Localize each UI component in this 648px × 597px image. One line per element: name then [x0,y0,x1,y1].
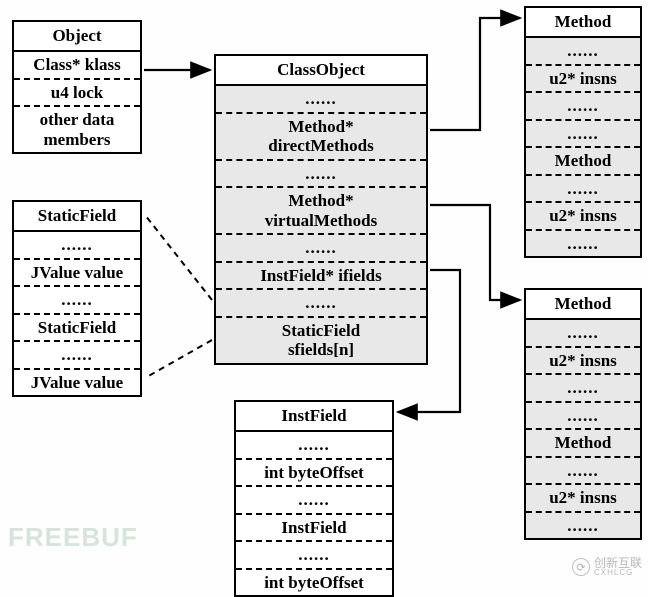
class-object-row: ...... [216,235,426,263]
class-object-row: StaticField sfields[n] [216,318,426,363]
static-field-row: JValue value [14,370,140,396]
method-bottom-row: ...... [526,513,640,539]
object-row: Class* klass [14,52,140,80]
method-box-top: Method ...... u2* insns ...... ...... Me… [524,6,642,258]
static-field-row: JValue value [14,260,140,288]
method-bottom-row: ...... [526,403,640,431]
method-bottom-title: Method [526,290,640,320]
method-top-row: ...... [526,38,640,66]
watermark-right: ⟳ 创新互联 CXHLCG [572,557,642,577]
method-bottom-row: ...... [526,458,640,486]
method-top-row: u2* insns [526,203,640,231]
static-field-row: ...... [14,342,140,370]
inst-field-title: InstField [236,402,392,432]
method-bottom-row: Method [526,430,640,458]
static-field-row: ...... [14,287,140,315]
inst-field-row: InstField [236,515,392,543]
static-field-box: StaticField ...... JValue value ...... S… [12,200,142,397]
inst-field-row: ...... [236,432,392,460]
inst-field-box: InstField ...... int byteOffset ...... I… [234,400,394,597]
method-top-row: ...... [526,176,640,204]
watermark-right-sub: CXHLCG [594,569,642,577]
inst-field-row: int byteOffset [236,460,392,488]
method-top-row: ...... [526,93,640,121]
class-object-row: Method* directMethods [216,114,426,161]
method-top-row: u2* insns [526,66,640,94]
class-object-row: ...... [216,86,426,114]
class-object-title: ClassObject [216,56,426,86]
object-row: u4 lock [14,80,140,108]
method-top-row: Method [526,148,640,176]
method-top-title: Method [526,8,640,38]
inst-field-row: ...... [236,542,392,570]
class-object-row: Method* virtualMethods [216,188,426,235]
static-field-title: StaticField [14,202,140,232]
object-row: other data members [14,107,140,152]
inst-field-row: ...... [236,487,392,515]
method-bottom-row: ...... [526,375,640,403]
object-title: Object [14,22,140,52]
method-box-bottom: Method ...... u2* insns ...... ...... Me… [524,288,642,540]
static-field-row: StaticField [14,315,140,343]
class-object-row: ...... [216,290,426,318]
class-object-row: InstField* ifields [216,263,426,291]
static-field-row: ...... [14,232,140,260]
watermark-right-icon: ⟳ [572,558,590,576]
method-top-row: ...... [526,121,640,149]
object-box: Object Class* klass u4 lock other data m… [12,20,142,154]
method-top-row: ...... [526,231,640,257]
watermark-left-text: FREEBUF [8,522,138,552]
class-object-box: ClassObject ...... Method* directMethods… [214,54,428,365]
method-bottom-row: ...... [526,320,640,348]
method-bottom-row: u2* insns [526,348,640,376]
watermark-left: FREEBUF [8,522,138,553]
method-bottom-row: u2* insns [526,485,640,513]
class-object-row: ...... [216,161,426,189]
